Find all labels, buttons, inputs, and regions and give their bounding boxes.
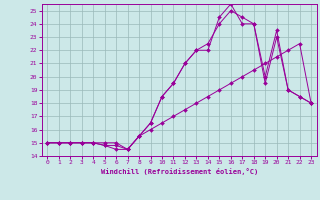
X-axis label: Windchill (Refroidissement éolien,°C): Windchill (Refroidissement éolien,°C) <box>100 168 258 175</box>
